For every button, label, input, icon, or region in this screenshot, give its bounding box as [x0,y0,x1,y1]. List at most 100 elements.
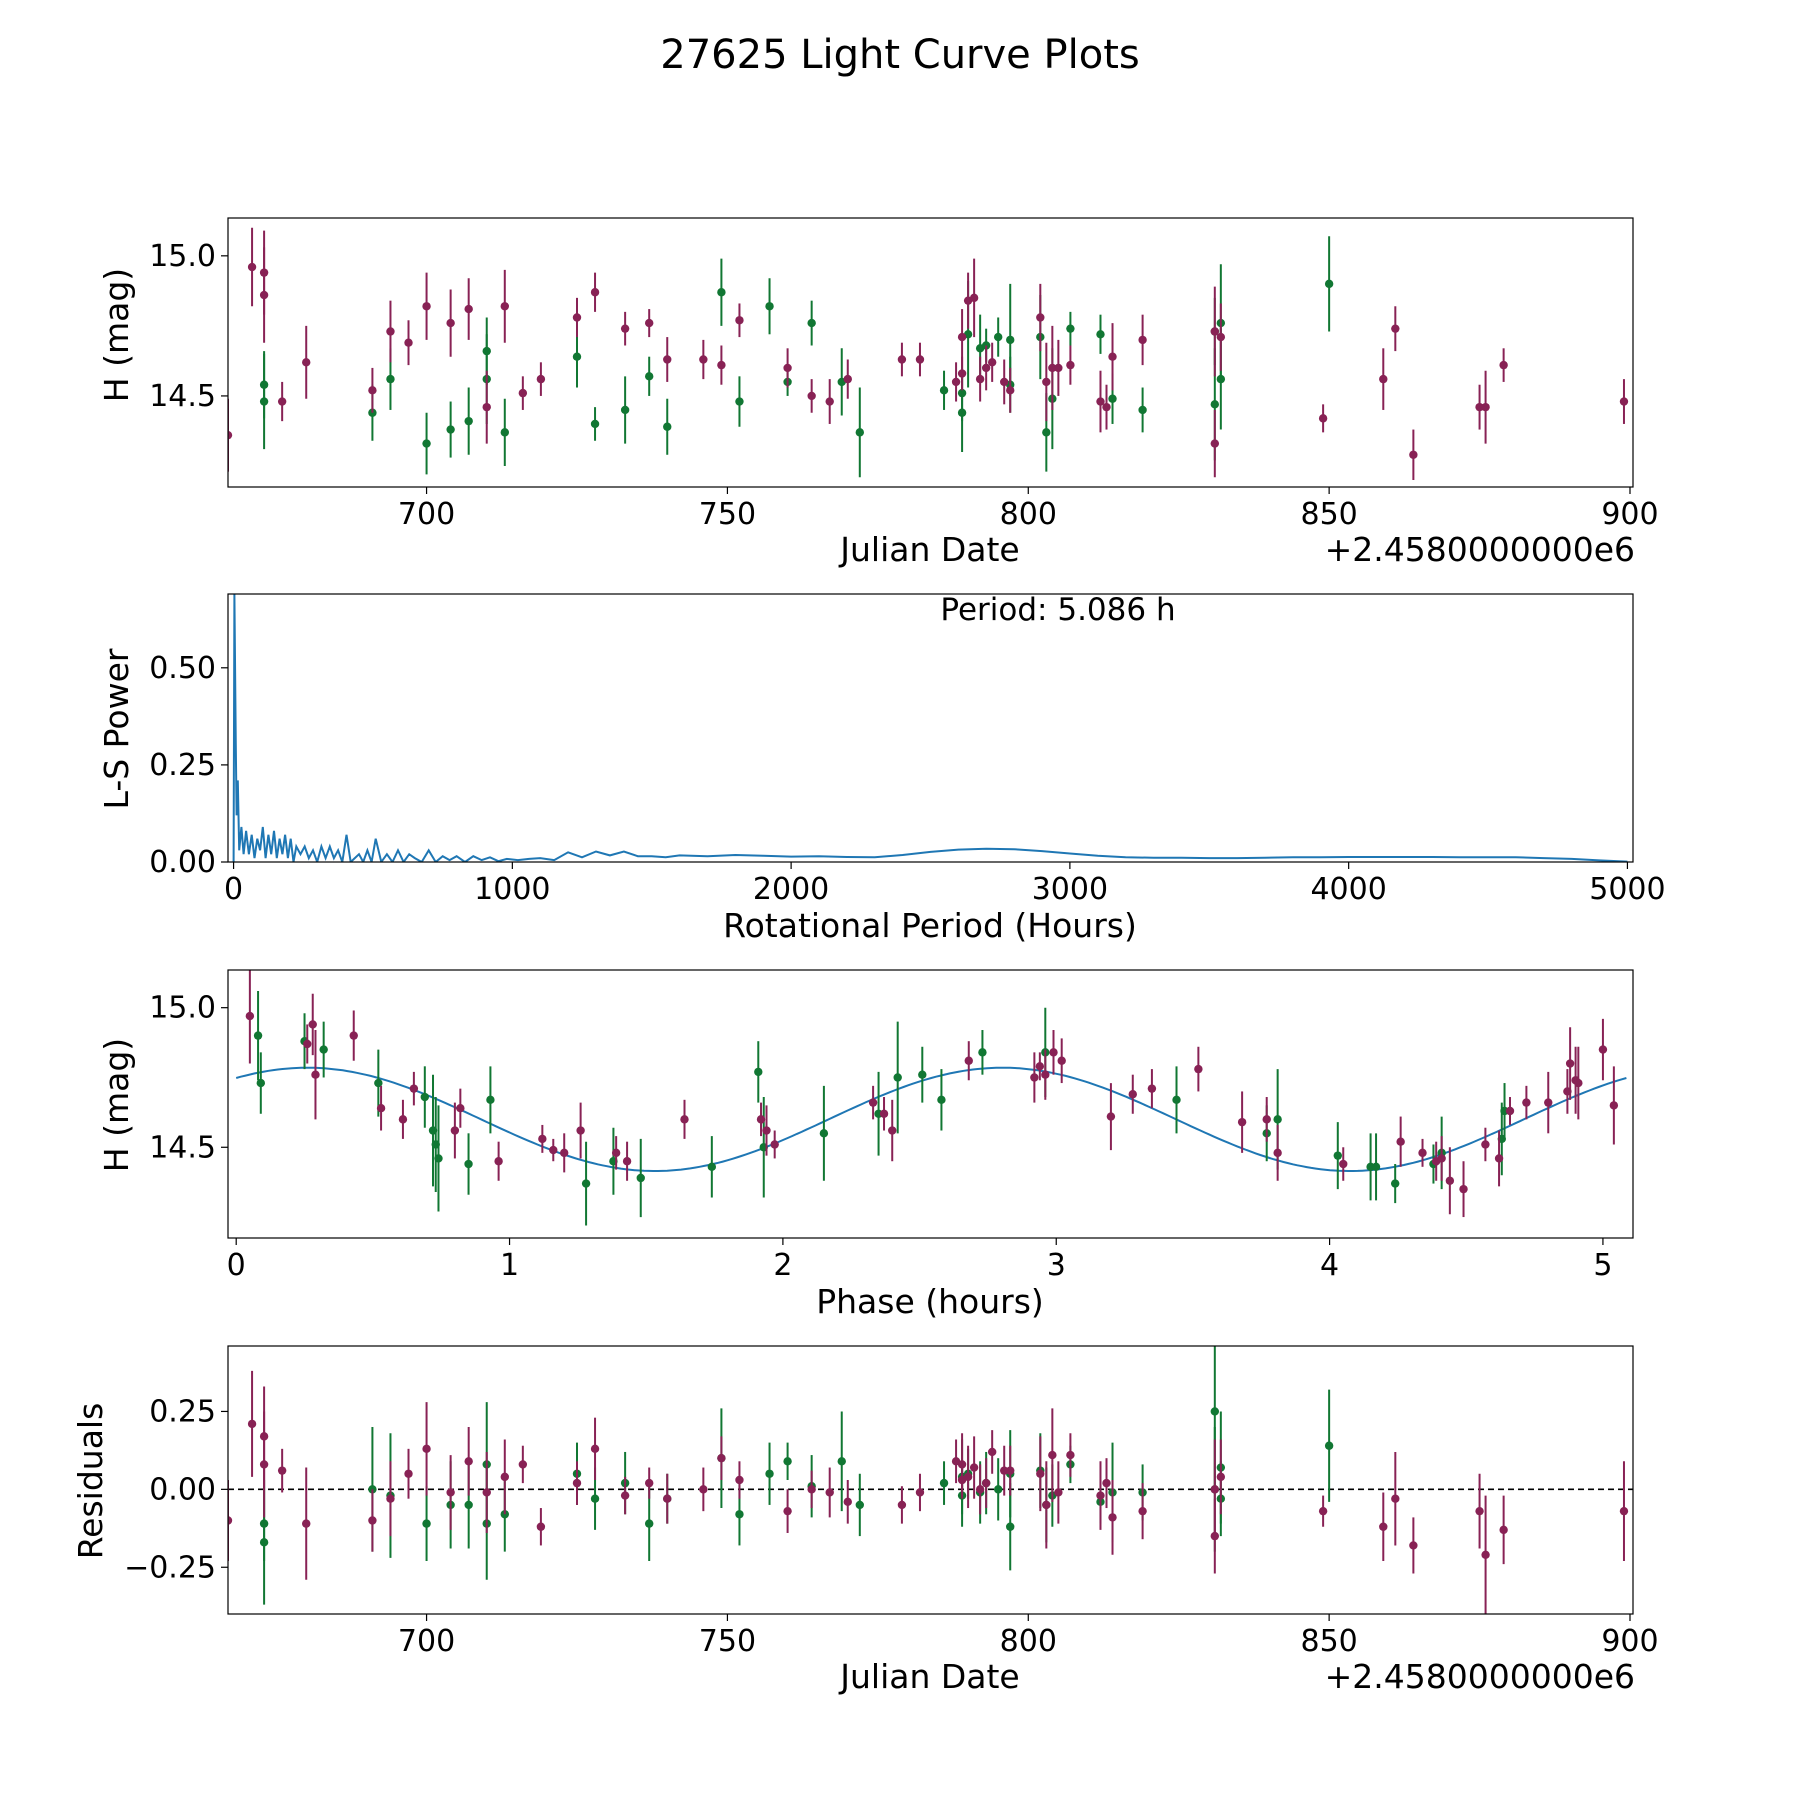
y-tick-label: 0.25 [149,1394,216,1429]
data-point-g [420,1092,430,1102]
x-tick-label: 4 [1320,1248,1339,1283]
data-point-g [937,1095,946,1105]
data-point-r [888,1126,897,1135]
y-tick-label: −0.25 [124,1550,216,1585]
data-point-r [422,1444,431,1454]
x-tick-label: 1000 [474,872,550,907]
data-point-r [951,377,961,387]
data-point-r [1054,1488,1063,1497]
data-point-r [843,374,852,384]
data-point-r [386,1494,395,1503]
data-point-g [636,1173,645,1183]
data-point-g [1138,405,1147,415]
data-point-r [1339,1159,1348,1169]
data-point-r [482,1488,491,1497]
data-point-r [1499,1525,1508,1535]
data-point-r [699,1485,708,1494]
data-point-r [1057,1056,1066,1065]
data-point-r [1216,332,1226,342]
data-point-r [1619,397,1629,406]
series-r [228,227,1629,480]
data-point-r [590,1444,600,1454]
y-tick-label: 0.00 [149,1472,216,1507]
data-point-r [783,1506,792,1516]
data-point-r [1066,1450,1075,1460]
data-point-r [969,1463,979,1472]
data-point-r [975,1485,985,1494]
data-point-g [1390,1179,1400,1188]
x-tick-label: 4000 [1310,872,1386,907]
data-point-r [1108,1513,1117,1522]
data-point-r [680,1115,689,1124]
data-point-r [987,1447,997,1457]
data-point-r [1437,1154,1446,1163]
data-point-r [1445,1176,1455,1185]
data-point-r [897,355,907,364]
y-tick-label: 14.5 [149,1130,216,1165]
data-point-g [717,288,726,297]
data-point-g [978,1048,987,1057]
data-point-g [893,1073,902,1082]
data-point-r [259,290,269,300]
data-point-g [807,318,816,328]
data-point-r [825,1488,834,1497]
data-point-g [590,1494,600,1503]
data-point-g [1172,1095,1181,1105]
data-point-r [1000,1466,1009,1475]
data-point-g [644,372,654,381]
data-point-r [770,1140,779,1149]
data-point-r [1138,335,1147,345]
data-point-r [783,363,792,373]
data-point-r [1379,1522,1388,1531]
data-point-r [311,1070,320,1079]
data-point-r [1042,377,1051,387]
data-point-g [707,1162,717,1172]
x-tick-label: 900 [1601,1624,1658,1659]
data-point-r [1128,1090,1137,1099]
data-point-r [1396,1137,1405,1146]
data-point-r [1066,360,1075,370]
light-curve-panel: Julian Date H (mag) +2.4580000000e6 700 7… [97,217,1659,569]
data-point-r [1409,1541,1418,1550]
data-point-r [717,360,726,370]
data-point-g [1324,1441,1334,1450]
data-point-r [404,1469,413,1478]
data-point-g [620,405,630,415]
data-point-r [1210,1485,1220,1494]
data-point-r [376,1103,386,1113]
series-g [253,990,1509,1226]
data-point-g [1006,1522,1015,1531]
data-point-r [1475,1506,1484,1516]
data-point-r [536,374,546,384]
data-point-g [1333,1151,1342,1160]
periodogram-plot-area [232,594,1628,862]
data-point-r [1418,1148,1427,1158]
data-point-r [1481,1140,1490,1149]
data-point-g [1324,279,1334,289]
data-point-g [1066,324,1075,333]
data-point-r [1237,1117,1247,1127]
data-point-r [464,304,473,314]
data-point-r [1391,324,1400,333]
data-point-r [975,374,985,384]
data-point-r [879,1109,889,1118]
data-point-r [572,1478,582,1488]
data-point-r [245,1011,255,1021]
power-series-line [232,594,1628,862]
data-point-r [622,1157,632,1166]
data-point-r [987,358,997,367]
data-point-r [303,1039,312,1049]
data-point-r [464,1457,473,1466]
periodogram-panel: Rotational Period (Hours) L-S Power Peri… [97,592,1666,945]
x-tick-label: 900 [1601,497,1658,532]
data-point-g [918,1070,927,1079]
data-point-g [464,1159,473,1169]
data-point-g [259,397,269,406]
data-point-r [422,302,431,311]
data-point-r [590,288,600,297]
data-point-r [644,1478,654,1488]
data-point-g [259,1538,269,1547]
lightcurve-axes-frame [227,217,1634,488]
data-point-r [1522,1098,1531,1107]
data-point-r [386,327,395,336]
